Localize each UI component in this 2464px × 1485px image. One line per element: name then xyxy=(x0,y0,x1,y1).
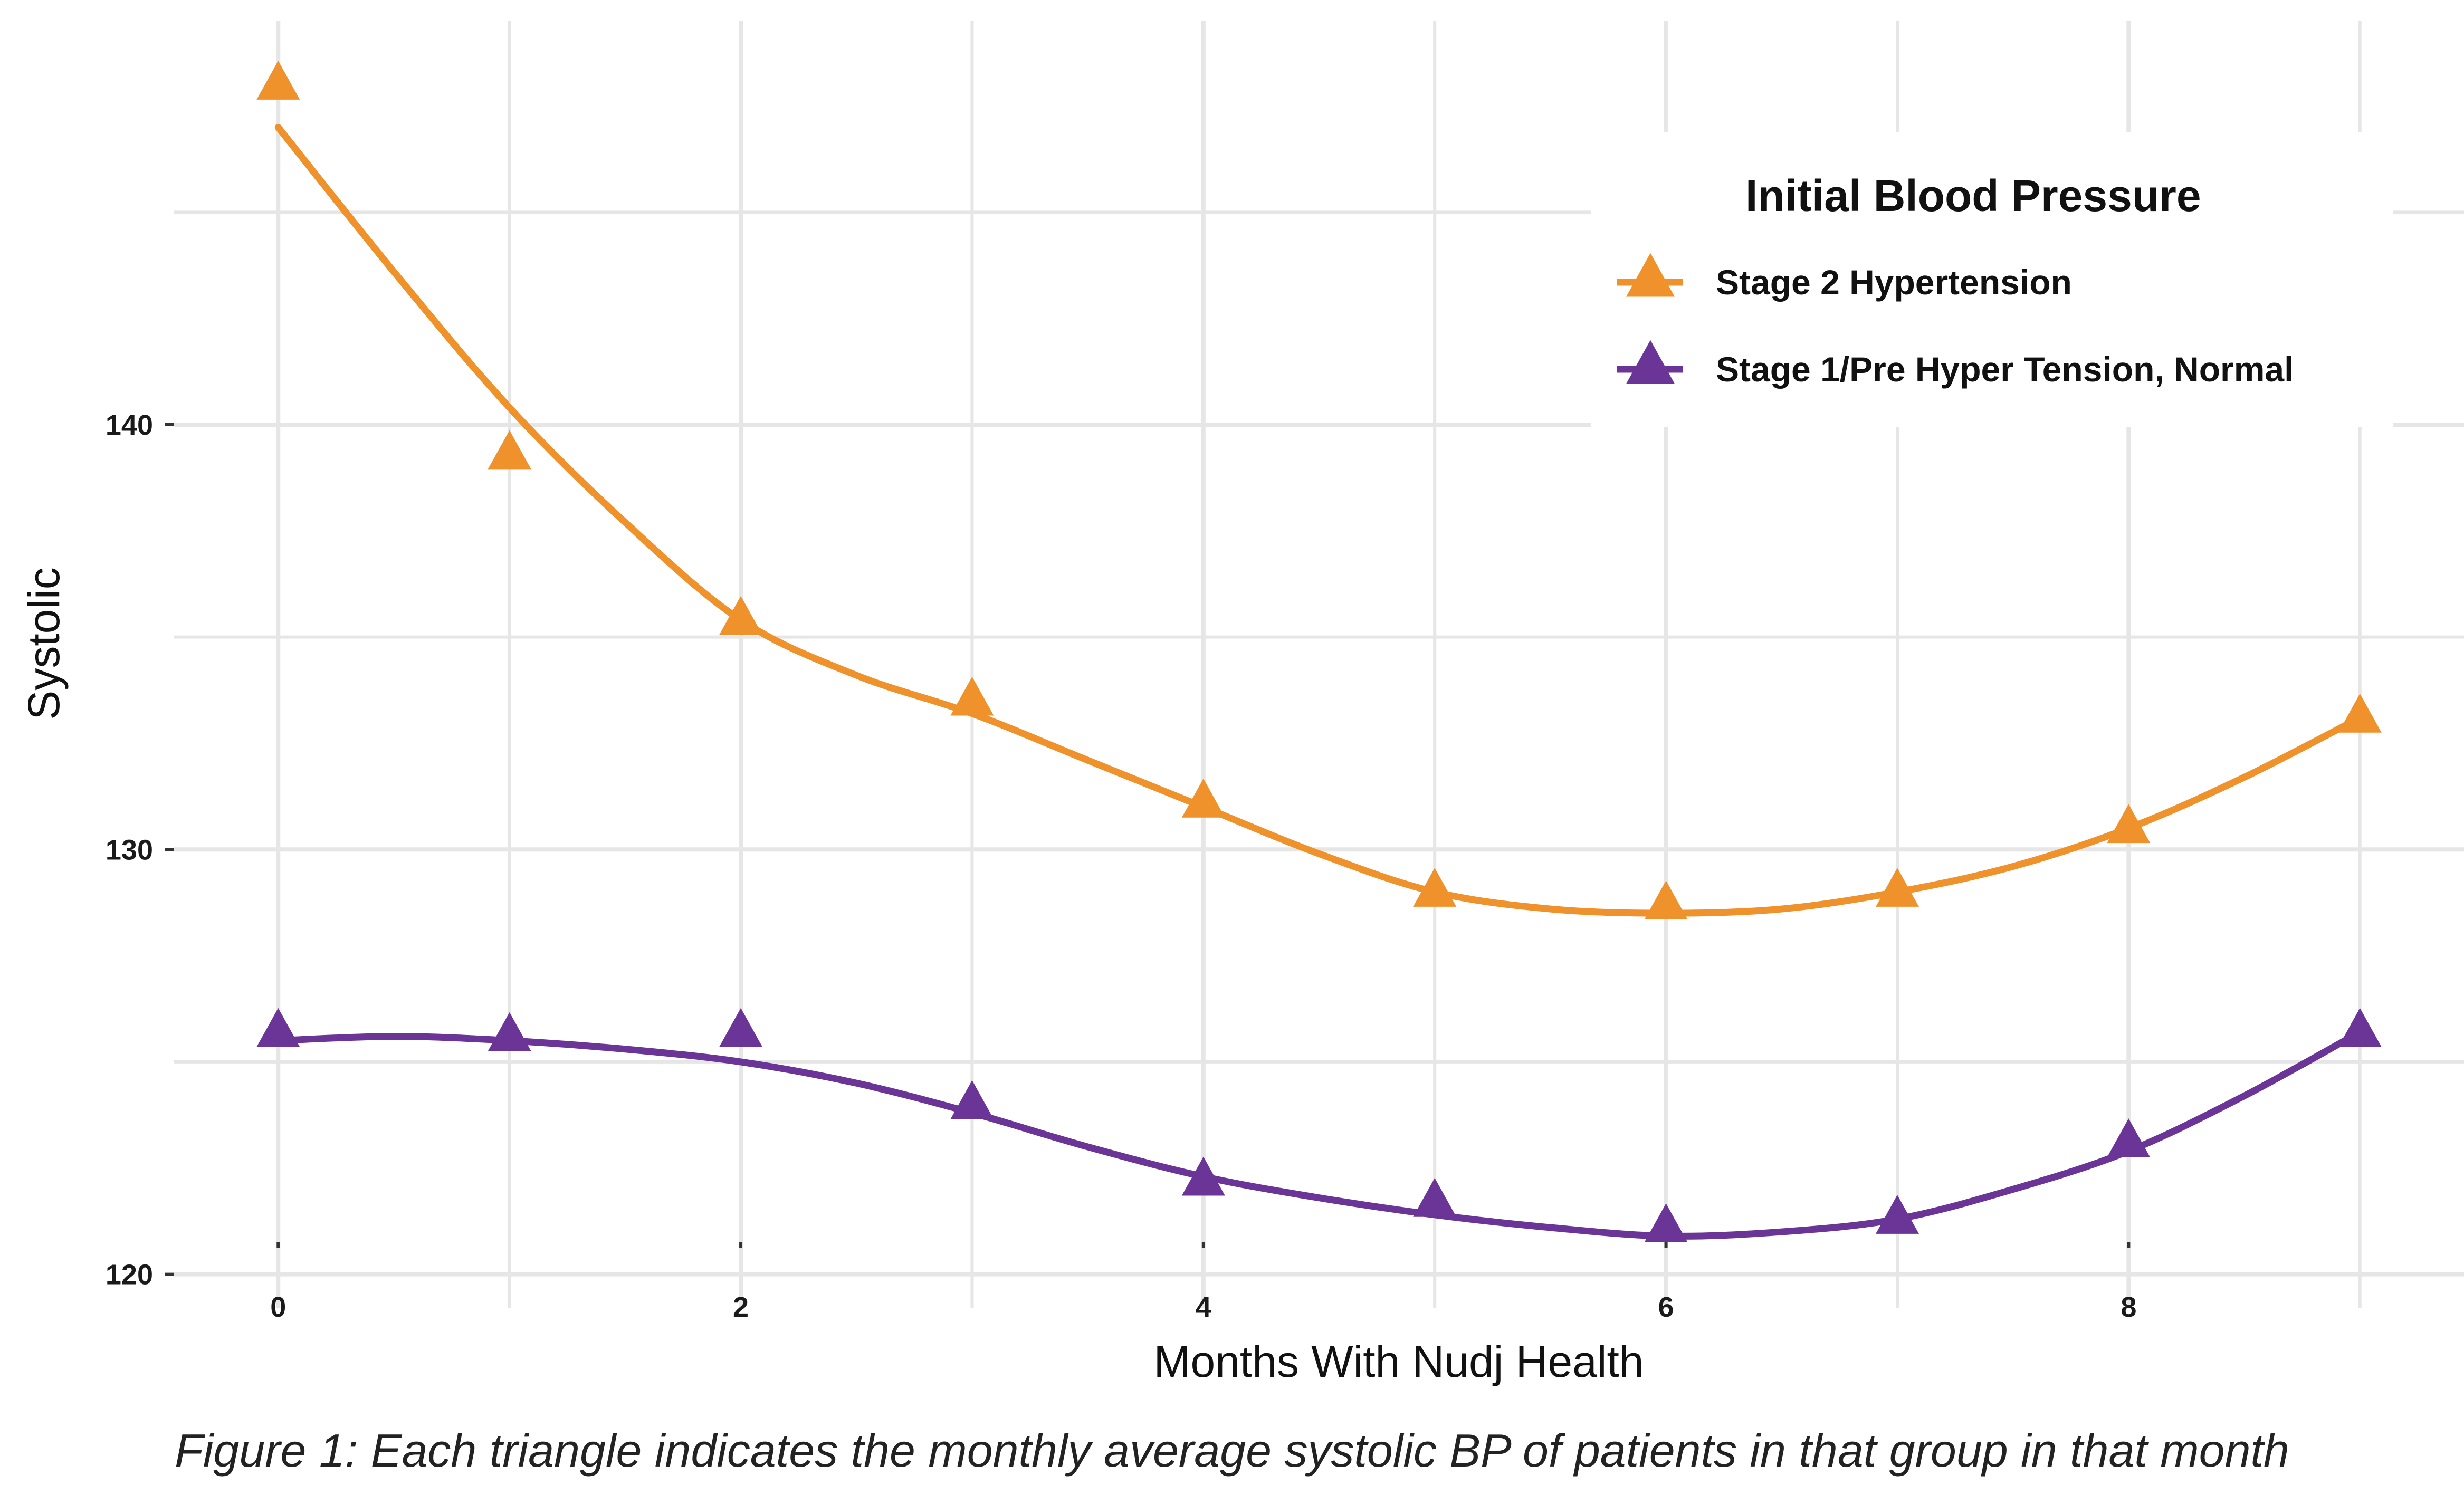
data-point-triangle xyxy=(1644,1203,1688,1243)
legend-label: Stage 2 Hypertension xyxy=(1716,263,2072,302)
x-tick-label: 4 xyxy=(1196,1291,1211,1323)
grid xyxy=(174,21,2464,1308)
legend: Initial Blood Pressure Stage 2 Hypertens… xyxy=(1591,132,2393,427)
series-line xyxy=(274,1029,2364,1240)
data-point-triangle xyxy=(1644,880,1688,920)
legend-key-triangle xyxy=(1626,253,1675,297)
legend-title: Initial Blood Pressure xyxy=(1745,171,2201,221)
series-group xyxy=(256,1008,2382,1243)
x-tick-label: 2 xyxy=(733,1291,749,1323)
x-axis-title: Months With Nudj Health xyxy=(1153,1337,1644,1386)
data-point-triangle xyxy=(2338,1008,2382,1047)
data-point-triangle xyxy=(488,430,531,470)
data-point-triangle xyxy=(1413,1177,1457,1217)
data-point-triangle xyxy=(1875,1195,1919,1234)
y-axis-title: Systolic xyxy=(19,567,69,720)
data-point-triangle xyxy=(2338,693,2382,733)
x-tick-label: 8 xyxy=(2121,1291,2136,1323)
data-point-triangle xyxy=(488,1012,531,1051)
legend-item: Stage 1/Pre Hyper Tension, Normal xyxy=(1617,340,2294,389)
legend-items: Stage 2 Hypertension Stage 1/Pre Hyper Te… xyxy=(1617,253,2294,389)
x-tick-label: 0 xyxy=(270,1291,286,1323)
x-tick-label: 6 xyxy=(1658,1291,1674,1323)
data-point-triangle xyxy=(2107,1118,2151,1157)
data-point-triangle xyxy=(1181,778,1225,818)
legend-background xyxy=(1591,132,2393,427)
data-point-triangle xyxy=(950,676,994,716)
data-point-triangle xyxy=(719,596,763,635)
data-point-triangle xyxy=(1875,868,1919,907)
data-point-triangle xyxy=(1181,1156,1225,1196)
axes: 0 2 4 6 8 120 130 140 xyxy=(106,409,2136,1323)
y-tick-label: 130 xyxy=(106,834,153,866)
figure-caption: Figure 1: Each triangle indicates the mo… xyxy=(175,1424,2289,1477)
legend-item: Stage 2 Hypertension xyxy=(1617,253,2072,302)
series-line xyxy=(274,123,2364,917)
data-point-triangle xyxy=(1413,868,1457,907)
data-point-triangle xyxy=(256,1008,300,1047)
legend-key-triangle xyxy=(1626,340,1675,384)
data-point-triangle xyxy=(256,61,300,100)
series-group xyxy=(256,61,2382,920)
series xyxy=(256,61,2382,1243)
data-point-triangle xyxy=(719,1008,763,1047)
data-point-triangle xyxy=(2107,804,2151,844)
y-tick-label: 120 xyxy=(106,1259,153,1291)
legend-label: Stage 1/Pre Hyper Tension, Normal xyxy=(1716,350,2294,389)
data-point-triangle xyxy=(950,1080,994,1119)
y-tick-label: 140 xyxy=(106,409,153,441)
